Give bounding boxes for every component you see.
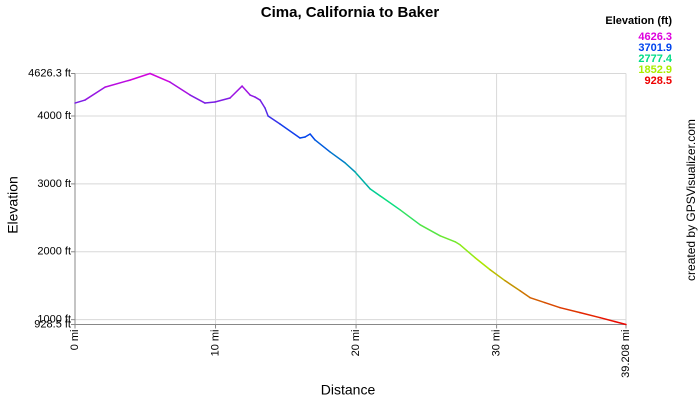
line-segment: [419, 224, 441, 237]
line-segment: [314, 139, 331, 153]
line-segment: [599, 316, 616, 323]
y-tick-label: 2000 ft: [37, 246, 71, 258]
legend-value: 1852.9: [638, 64, 672, 76]
y-tick-label: 3000 ft: [37, 178, 71, 190]
line-segment: [344, 162, 356, 173]
line-segment: [169, 81, 191, 96]
line-segment: [559, 306, 581, 314]
line-segment: [249, 94, 256, 98]
legend-value: 3701.9: [638, 42, 672, 54]
line-segment: [299, 136, 306, 139]
legend-title: Elevation (ft): [605, 15, 672, 27]
line-segment: [379, 195, 401, 211]
y-tick-label: 928.5 ft: [34, 318, 71, 330]
line-segment: [519, 289, 531, 299]
line-segment: [329, 151, 346, 164]
line-segment: [229, 85, 243, 99]
line-segment: [279, 123, 301, 139]
line-segment: [504, 279, 521, 292]
line-segment: [241, 85, 251, 96]
chart-title: Cima, California to Baker: [261, 4, 440, 21]
line-segment: [579, 311, 601, 319]
x-axis-label: Distance: [321, 382, 376, 398]
line-segment: [544, 301, 561, 309]
line-segment: [204, 101, 216, 104]
y-axis-label: Elevation: [5, 176, 21, 234]
line-segment: [459, 244, 476, 259]
x-tick-label: 10 mi: [209, 330, 221, 357]
line-segment: [189, 94, 206, 104]
line-segment: [214, 97, 231, 103]
line-segment: [474, 256, 491, 271]
line-segment: [354, 171, 371, 190]
line-segment: [254, 96, 261, 101]
y-tick-label: 1000 ft: [37, 314, 71, 326]
legend-value: 2777.4: [638, 53, 673, 65]
line-segment: [614, 320, 627, 326]
line-segment: [104, 79, 131, 88]
x-tick-label: 20 mi: [350, 330, 362, 357]
line-segment: [129, 72, 151, 81]
line-segment: [264, 107, 269, 117]
legend-value: 4626.3: [638, 31, 672, 43]
line-segment: [74, 99, 86, 104]
line-segment: [304, 133, 311, 138]
line-segment: [84, 86, 106, 101]
line-segment: [439, 235, 456, 243]
y-tick-label: 4000 ft: [37, 110, 71, 122]
line-segment: [369, 188, 381, 197]
x-tick-label: 39.208 mi: [620, 330, 632, 378]
x-tick-label: 30 mi: [491, 330, 503, 357]
line-segment: [267, 115, 281, 125]
line-segment: [309, 133, 316, 141]
line-segment: [489, 269, 506, 282]
credit: created by GPSVisualizer.com: [684, 119, 698, 281]
line-segment: [259, 99, 266, 109]
line-segment: [454, 241, 461, 246]
x-tick-label: 0 mi: [69, 330, 81, 351]
line-segment: [149, 72, 171, 83]
line-segment: [529, 296, 546, 304]
line-segment: [399, 209, 421, 226]
y-tick-label: 4626.3 ft: [28, 67, 71, 79]
legend-value: 928.5: [644, 75, 672, 87]
